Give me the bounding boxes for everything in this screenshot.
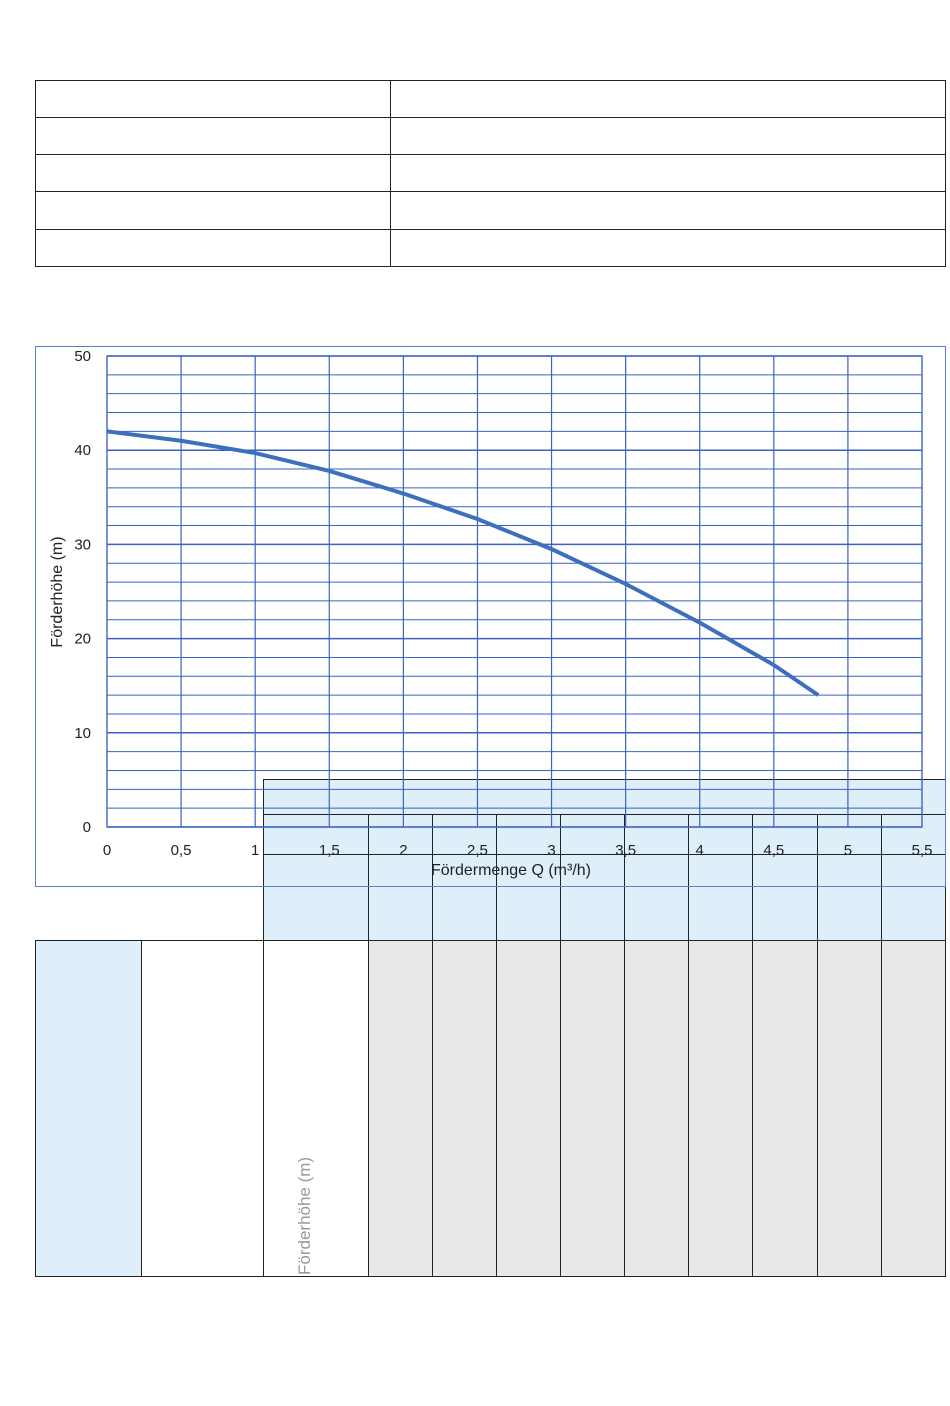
- x-tick-label: 0,5: [171, 842, 192, 859]
- y-axis-label: Förderhöhe (m): [49, 536, 66, 647]
- header-cell: [263, 779, 946, 815]
- y-tick-label: 20: [74, 631, 91, 648]
- header-cell: [496, 854, 561, 941]
- header-cell: [368, 814, 433, 855]
- x-tick-label: 2,5: [467, 842, 488, 859]
- x-tick-label: 5: [844, 842, 852, 859]
- x-tick-label: 0: [103, 842, 111, 859]
- table-cell: [624, 940, 689, 1277]
- table-cell: [141, 940, 264, 1277]
- header-cell: [368, 854, 433, 941]
- x-tick-label: 1: [251, 842, 259, 859]
- header-cell: [881, 854, 946, 941]
- curve: [106, 429, 820, 697]
- y-tick-label: 0: [83, 819, 91, 836]
- table-cell: [390, 229, 946, 267]
- header-cell: [817, 854, 882, 941]
- y-tick-label: 10: [74, 725, 91, 742]
- table-cell: [496, 940, 561, 1277]
- row-label: Förderhöhe (m): [295, 1156, 314, 1275]
- table-cell: [881, 940, 946, 1277]
- x-axis-label: Fördermenge Q (m³/h): [431, 862, 591, 879]
- x-tick-label: 4,5: [763, 842, 784, 859]
- chart-frame: [35, 346, 946, 887]
- header-cell: [263, 854, 369, 941]
- x-tick-label: 2: [399, 842, 407, 859]
- table-cell: [752, 940, 818, 1277]
- header-cell: [881, 814, 946, 855]
- chart: Fördermenge Q (m³/h) Förderhöhe (m) 0102…: [35, 346, 946, 887]
- table-cell: [560, 940, 625, 1277]
- x-tick-label: 1,5: [319, 842, 340, 859]
- header-cell: [432, 854, 497, 941]
- table-cell: [688, 940, 753, 1277]
- table-cell: [35, 940, 142, 1277]
- y-tick-label: 40: [74, 442, 91, 459]
- x-tick-label: 3: [547, 842, 555, 859]
- table-cell: [368, 940, 433, 1277]
- y-tick-label: 30: [74, 536, 91, 553]
- table-cell: [432, 940, 497, 1277]
- table-cell: [817, 940, 882, 1277]
- x-tick-label: 5,5: [912, 842, 933, 859]
- x-tick-label: 3,5: [615, 842, 636, 859]
- y-tick-label: 50: [74, 348, 91, 365]
- x-tick-label: 4: [696, 842, 704, 859]
- plot-area: [106, 355, 923, 828]
